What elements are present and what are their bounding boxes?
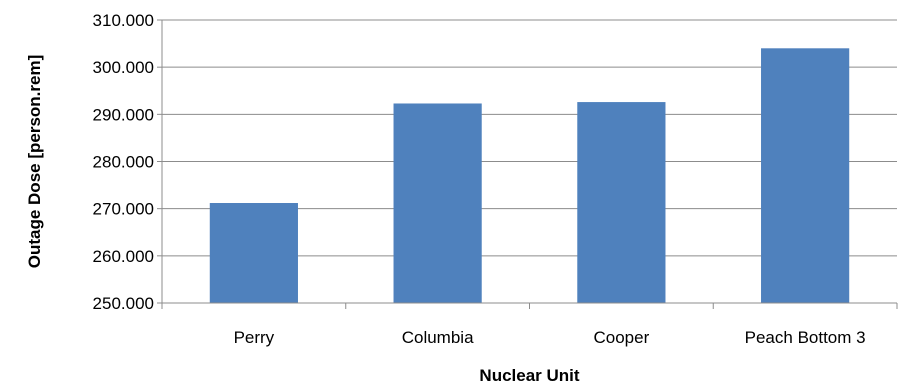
y-tick-labels: 250.000 260.000 270.000 280.000 290.000 300.0… [93,11,154,313]
y-tick-label: 250.000 [93,294,154,313]
x-tick-label: Peach Bottom 3 [745,328,866,347]
bar [393,103,482,303]
bar [577,102,666,303]
y-tick-label: 290.000 [93,105,154,124]
bars [209,48,850,303]
y-tick-label: 300.000 [93,58,154,77]
bar [209,203,298,303]
y-tick-label: 280.000 [93,153,154,172]
x-axis-title: Nuclear Unit [479,366,579,385]
y-tick-label: 310.000 [93,11,154,30]
x-tick-label: Cooper [593,328,649,347]
bar [761,48,850,303]
x-tick-labels: Perry Columbia Cooper Peach Bottom 3 [161,303,898,347]
y-tick-label: 260.000 [93,247,154,266]
y-axis-title: Outage Dose [person.rem] [25,55,44,269]
x-tick-label: Columbia [402,328,474,347]
y-tick-label: 270.000 [93,200,154,219]
x-tick-label: Perry [234,328,275,347]
